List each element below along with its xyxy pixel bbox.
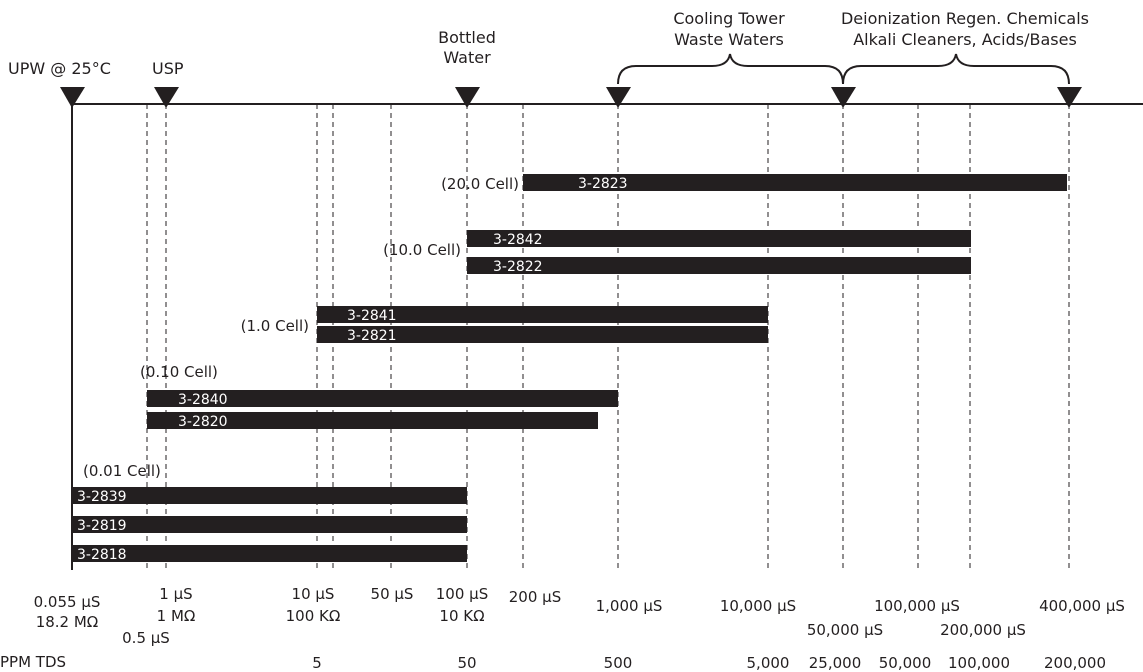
tds-value-200000: 200,000	[1044, 654, 1106, 672]
bar-3-2840	[147, 390, 618, 407]
tds-value-5000: 5,000	[747, 654, 790, 672]
bar-3-2841	[317, 306, 768, 323]
bar-label-3-2842: 3-2842	[493, 232, 543, 248]
cell-label-20: (20.0 Cell)	[441, 175, 519, 193]
bar-3-2819	[72, 516, 467, 533]
cell-label-10: (10.0 Cell)	[383, 241, 461, 259]
upw-label: UPW @ 25°C	[8, 59, 111, 78]
bar-label-3-2840: 3-2840	[178, 392, 228, 408]
cell-label-1: (1.0 Cell)	[241, 317, 309, 335]
bars: 3-2823 3-2842 3-2822 3-2841 3-2821 3-284…	[72, 174, 1067, 563]
cooling-right-marker-icon	[831, 87, 856, 108]
tds-value-100000: 100,000	[948, 654, 1010, 672]
axis-label-1-us: 1 µS	[159, 585, 192, 603]
bar-3-2823	[523, 174, 1067, 191]
bar-3-2818	[72, 545, 467, 562]
cooling-brace-icon	[617, 53, 844, 85]
deion-brace-icon	[842, 53, 1070, 85]
tds-value-50000: 50,000	[879, 654, 932, 672]
bottled-water-marker-icon	[455, 87, 480, 108]
axis-label-50-us: 50 µS	[371, 585, 414, 603]
upw-marker-icon	[60, 87, 85, 108]
axis-label-1000-us: 1,000 µS	[596, 597, 663, 615]
axis-label-200000-us: 200,000 µS	[940, 621, 1026, 639]
axis-label-0-055-us: 0.055 µS	[34, 593, 101, 611]
deionization-label-line2: Alkali Cleaners, Acids/Bases	[853, 30, 1077, 49]
cooling-tower-label-line1: Cooling Tower	[673, 9, 785, 28]
axis-label-100-us: 100 µS	[436, 585, 488, 603]
bar-label-3-2818: 3-2818	[77, 547, 127, 563]
axis-label-400000-us: 400,000 µS	[1039, 597, 1125, 615]
axis-label-0-5-us: 0.5 µS	[122, 629, 170, 647]
bar-3-2842	[467, 230, 971, 247]
bar-3-2820	[147, 412, 598, 429]
cell-label-0-01: (0.01 Cell)	[83, 462, 161, 480]
axis-label-18-2-mohm: 18.2 MΩ	[36, 613, 99, 631]
bar-label-3-2821: 3-2821	[347, 328, 397, 344]
deion-right-marker-icon	[1057, 87, 1082, 108]
bar-label-3-2819: 3-2819	[77, 518, 127, 534]
axis-label-10000-us: 10,000 µS	[720, 597, 796, 615]
bottled-water-label-line2: Water	[443, 48, 491, 67]
usp-label: USP	[152, 59, 184, 78]
axis-label-1-mohm: 1 MΩ	[157, 607, 196, 625]
bottled-water-label-line1: Bottled	[438, 28, 496, 47]
bar-label-3-2823: 3-2823	[578, 176, 628, 192]
tds-value-25000: 25,000	[809, 654, 862, 672]
axis-label-100000-us: 100,000 µS	[874, 597, 960, 615]
axis-label-200-us: 200 µS	[509, 588, 561, 606]
bar-label-3-2841: 3-2841	[347, 308, 397, 324]
tds-value-500: 500	[604, 654, 633, 672]
cooling-left-marker-icon	[606, 87, 631, 108]
bar-3-2821	[317, 326, 768, 343]
axis-label-10-kohm: 10 KΩ	[439, 607, 484, 625]
bar-label-3-2839: 3-2839	[77, 489, 127, 505]
axis-label-10-us: 10 µS	[292, 585, 335, 603]
bar-3-2822	[467, 257, 971, 274]
usp-marker-icon	[154, 87, 179, 108]
bar-label-3-2822: 3-2822	[493, 259, 543, 275]
cooling-tower-label-line2: Waste Waters	[674, 30, 784, 49]
axis-label-100-kohm: 100 KΩ	[286, 607, 341, 625]
bar-label-3-2820: 3-2820	[178, 414, 228, 430]
cell-label-0-10: (0.10 Cell)	[140, 363, 218, 381]
tds-value-50: 50	[457, 654, 476, 672]
deionization-label-line1: Deionization Regen. Chemicals	[841, 9, 1089, 28]
bar-3-2839	[72, 487, 467, 504]
tds-value-5: 5	[312, 654, 322, 672]
ppm-tds-title: PPM TDS	[0, 653, 66, 671]
marker-triangles	[60, 87, 1082, 108]
axis-label-50000-us: 50,000 µS	[807, 621, 883, 639]
